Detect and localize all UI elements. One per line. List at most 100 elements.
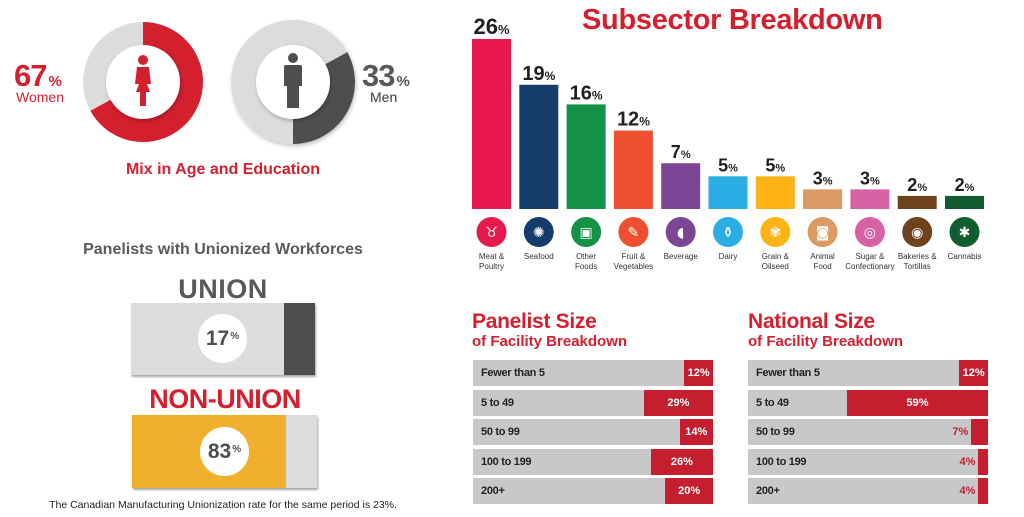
- national-size-title-line2: of Facility Breakdown: [748, 333, 904, 350]
- subsector-category-label: Oilseed: [762, 262, 789, 271]
- men-label: Men: [370, 89, 398, 105]
- subsector-value-label: 5%: [718, 155, 738, 175]
- size-value-bar: [978, 448, 988, 475]
- subsector-category-label: Seafood: [524, 252, 554, 261]
- woman-icon: [135, 55, 151, 106]
- subsector-value-label: 3%: [860, 168, 880, 188]
- subsector-category-label: Poultry: [479, 262, 504, 271]
- size-value-bar: [847, 389, 988, 416]
- subsector-value-label: 16%: [570, 82, 603, 104]
- subsector-category-label: Foods: [575, 262, 597, 271]
- subsector-value-label: 7%: [671, 142, 691, 162]
- size-table-row: 100 to 199 26%: [473, 448, 713, 475]
- subsector-chart-title: Subsector Breakdown: [582, 4, 883, 36]
- men-percentage: 33%: [362, 58, 410, 93]
- size-category-label: Fewer than 5: [756, 367, 820, 379]
- union-heading: UNION: [178, 274, 268, 304]
- mix-title: Mix in Age and Education: [125, 161, 321, 178]
- subsector-bar-group: 12% ✎ Fruit &Vegetables: [614, 109, 654, 271]
- size-category-label: 100 to 199: [481, 455, 532, 468]
- subsector-value-label: 5%: [765, 155, 785, 175]
- carrot-icon: ✎: [618, 217, 649, 247]
- gender-donut-charts: [83, 20, 355, 144]
- size-table-row: 5 to 49 59%: [748, 389, 988, 416]
- subsector-bar: [613, 130, 653, 209]
- subsector-bar: [945, 195, 984, 209]
- size-category-label: 100 to 199: [756, 455, 807, 468]
- subsector-category-label: Sugar &: [855, 252, 885, 261]
- size-table-row: 50 to 99 7%: [748, 419, 988, 445]
- size-value-bar: [665, 478, 713, 504]
- size-value-label: 7%: [952, 426, 969, 438]
- size-value-bar: [978, 478, 988, 504]
- subsector-bar: [897, 195, 937, 209]
- subsector-bar: [755, 176, 795, 209]
- size-table-row: 200+ 20%: [473, 478, 713, 504]
- union-percentage-badge: 17%: [198, 314, 247, 363]
- man-icon: [284, 53, 302, 108]
- panelist-size-title-line2: of Facility Breakdown: [472, 333, 628, 350]
- national-size-title-line1: National Size: [748, 310, 875, 333]
- subsector-value-label: 2%: [955, 175, 975, 195]
- size-value-label: 4%: [959, 455, 976, 468]
- national-size-table: Fewer than 5 12% 5 to 49 59% 50 to 99 7% 100 t…: [748, 360, 988, 508]
- subsector-bar: [661, 163, 701, 209]
- size-value-bar: [643, 389, 713, 416]
- union-section-title: Panelists with Unionized Workforces: [83, 241, 363, 258]
- subsector-bar: [519, 84, 559, 209]
- subsector-bar-group: 7% ◖ Beverage: [661, 142, 701, 261]
- milk-carton-icon: ⚱: [713, 217, 743, 247]
- size-category-label: 50 to 99: [481, 426, 520, 438]
- size-category-label: 5 to 49: [756, 396, 789, 409]
- subsector-bar-chart: 26%♉Meat &Poultry19%✺Seafood16%▣OtherFoo…: [472, 14, 984, 271]
- size-table-row: 200+ 4%: [748, 478, 988, 504]
- size-table-row: 100 to 199 4%: [748, 448, 988, 475]
- svg-text:⚱: ⚱: [722, 225, 734, 241]
- size-value-label: 14%: [685, 426, 708, 438]
- cow-icon: ♉: [476, 217, 507, 247]
- size-category-label: Fewer than 5: [481, 367, 545, 379]
- subsector-category-label: Confectionary: [845, 262, 894, 271]
- size-category-label: 200+: [481, 485, 505, 497]
- svg-text:✺: ✺: [533, 225, 545, 241]
- subsector-bar-group: 26% ♉ Meat &Poultry: [472, 14, 511, 271]
- subsector-category-label: Other: [576, 252, 596, 261]
- subsector-category-label: Food: [813, 262, 831, 271]
- subsector-bar-group: 5% ✾ Grain &Oilseed: [755, 155, 795, 271]
- panelist-size-title-line1: Panelist Size: [472, 310, 597, 333]
- svg-text:◙: ◙: [816, 225, 830, 241]
- svg-text:✾: ✾: [769, 225, 781, 241]
- size-value-bar: [684, 360, 713, 386]
- size-value-label: 29%: [667, 396, 690, 409]
- subsector-category-label: Bakeries &: [898, 252, 937, 261]
- subsector-bar: [708, 176, 748, 209]
- wheat-icon: ✾: [760, 217, 791, 247]
- size-value-bar: [679, 419, 713, 445]
- pet-food-bag-icon: ◙: [807, 217, 838, 247]
- subsector-bar-group: 19% ✺ Seafood: [519, 63, 559, 261]
- package-icon: ▣: [571, 217, 602, 247]
- subsector-bar: [850, 189, 890, 209]
- women-percentage: 67%: [14, 58, 62, 93]
- subsector-category-label: Fruit &: [622, 252, 646, 261]
- size-table-row: Fewer than 5 12%: [473, 360, 713, 386]
- subsector-category-label: Tortillas: [904, 262, 931, 271]
- can-icon: ◖: [665, 217, 696, 247]
- subsector-bar: [566, 104, 606, 209]
- size-value-bar: [971, 419, 988, 445]
- lollipop-icon: ◎: [854, 217, 885, 247]
- size-value-label: 26%: [670, 455, 693, 468]
- subsector-bar-group: 3% ◎ Sugar &Confectionary: [845, 168, 894, 271]
- size-category-label: 5 to 49: [481, 396, 514, 409]
- subsector-category-label: Meat &: [479, 252, 505, 261]
- size-table-row: 5 to 49 29%: [473, 389, 713, 416]
- svg-text:◎: ◎: [864, 225, 876, 241]
- union-bar-fill: [283, 303, 315, 375]
- nonunion-bar-remainder: [285, 415, 317, 488]
- subsector-category-label: Animal: [810, 252, 835, 261]
- svg-text:✱: ✱: [959, 225, 971, 241]
- subsector-bar-group: 2% ◉ Bakeries &Tortillas: [897, 175, 937, 271]
- subsector-category-label: Vegetables: [614, 262, 654, 271]
